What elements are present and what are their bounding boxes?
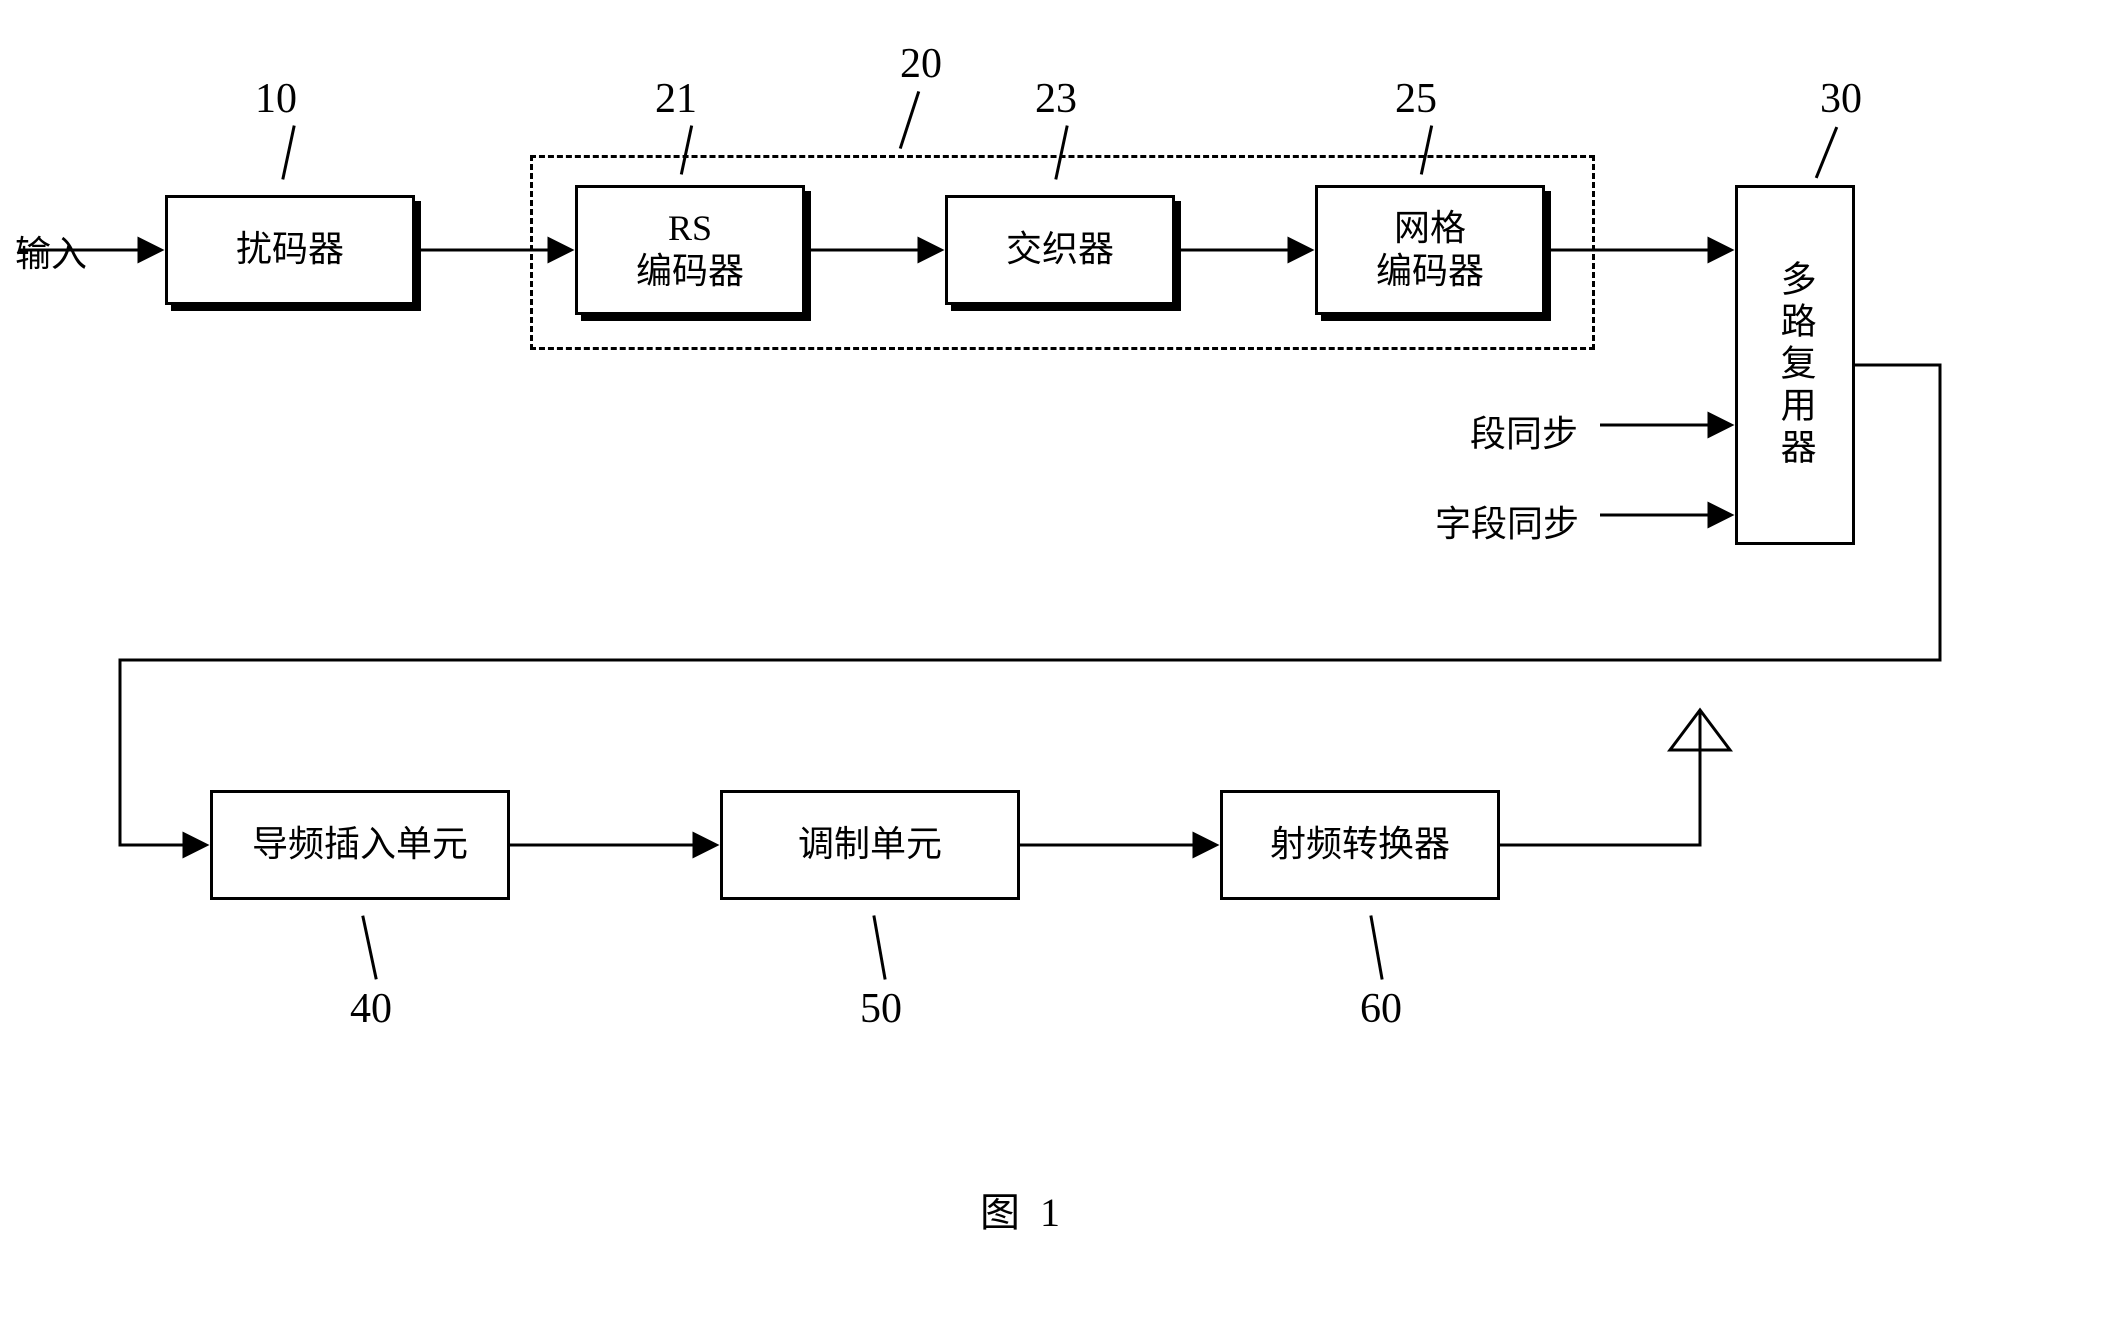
rf-converter-box: 射频转换器 xyxy=(1220,790,1500,900)
ref-23: 23 xyxy=(1035,75,1077,123)
pilot-insert-box: 导频插入单元 xyxy=(210,790,510,900)
ref-30: 30 xyxy=(1820,75,1862,123)
mux-box: 多路复用器 xyxy=(1735,185,1855,545)
figure-caption: 图 1 xyxy=(980,1180,1060,1238)
ref-20-leader xyxy=(899,91,920,149)
ref-10: 10 xyxy=(255,75,297,123)
input-label: 输入 xyxy=(15,225,87,277)
modulator-box: 调制单元 xyxy=(720,790,1020,900)
interleaver-box: 交织器 xyxy=(945,195,1175,305)
diagram-stage: 扰码器 RS 编码器 交织器 网格 编码器 多路复用器 导频插入单元 调制单元 … xyxy=(0,0,2123,1340)
rs-encoder-box: RS 编码器 xyxy=(575,185,805,315)
ref-50-leader xyxy=(872,915,886,980)
ref-60: 60 xyxy=(1360,985,1402,1033)
ref-40: 40 xyxy=(350,985,392,1033)
ref-25: 25 xyxy=(1395,75,1437,123)
scrambler-box: 扰码器 xyxy=(165,195,415,305)
ref-50: 50 xyxy=(860,985,902,1033)
segment-sync-label: 段同步 xyxy=(1470,405,1578,457)
trellis-encoder-box: 网格 编码器 xyxy=(1315,185,1545,315)
field-sync-label: 字段同步 xyxy=(1435,495,1579,547)
ref-20: 20 xyxy=(900,40,942,88)
ref-10-leader xyxy=(281,125,295,179)
ref-60-leader xyxy=(1369,915,1383,980)
ref-40-leader xyxy=(361,915,377,979)
ref-21: 21 xyxy=(655,75,697,123)
ref-30-leader xyxy=(1815,126,1838,178)
